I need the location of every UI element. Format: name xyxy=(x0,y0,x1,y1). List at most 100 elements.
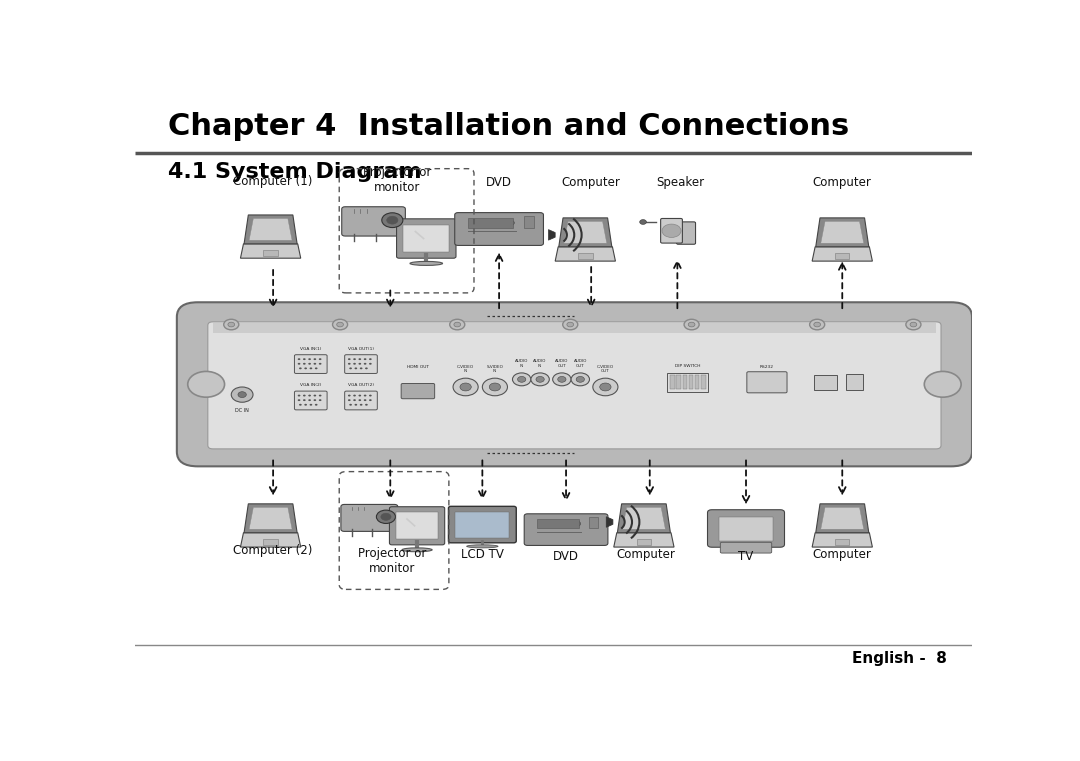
Circle shape xyxy=(348,358,351,360)
Circle shape xyxy=(369,358,372,360)
Circle shape xyxy=(573,521,581,527)
FancyBboxPatch shape xyxy=(524,514,608,546)
Bar xyxy=(683,375,687,390)
Text: DIP SWITCH: DIP SWITCH xyxy=(675,365,700,368)
Circle shape xyxy=(910,322,917,327)
Circle shape xyxy=(360,404,363,406)
Circle shape xyxy=(319,400,322,401)
Circle shape xyxy=(517,377,526,382)
Circle shape xyxy=(460,383,471,391)
Bar xyxy=(689,375,693,390)
Polygon shape xyxy=(244,215,297,244)
Text: English -  8: English - 8 xyxy=(852,651,947,666)
Circle shape xyxy=(359,395,361,396)
Circle shape xyxy=(369,400,372,401)
Circle shape xyxy=(483,378,508,396)
Circle shape xyxy=(303,363,306,365)
Circle shape xyxy=(188,371,225,397)
Text: VGA IN(1): VGA IN(1) xyxy=(300,346,322,351)
Circle shape xyxy=(688,322,694,327)
Bar xyxy=(396,512,438,540)
Circle shape xyxy=(313,395,316,396)
Circle shape xyxy=(364,363,366,365)
Circle shape xyxy=(662,224,681,237)
Circle shape xyxy=(360,368,363,369)
Polygon shape xyxy=(555,247,616,261)
Bar xyxy=(847,374,863,390)
Circle shape xyxy=(924,371,961,397)
Circle shape xyxy=(364,400,366,401)
FancyBboxPatch shape xyxy=(676,222,696,244)
Circle shape xyxy=(308,395,311,396)
Circle shape xyxy=(552,521,559,527)
Text: DC IN: DC IN xyxy=(235,407,249,412)
Circle shape xyxy=(319,358,322,360)
Circle shape xyxy=(359,400,361,401)
Circle shape xyxy=(364,358,366,360)
Circle shape xyxy=(305,404,307,406)
Circle shape xyxy=(365,368,368,369)
Circle shape xyxy=(365,404,368,406)
Bar xyxy=(264,250,278,256)
Polygon shape xyxy=(821,508,864,529)
Circle shape xyxy=(299,368,301,369)
FancyBboxPatch shape xyxy=(295,355,327,374)
Polygon shape xyxy=(812,247,873,261)
Polygon shape xyxy=(558,218,612,247)
Circle shape xyxy=(810,320,825,330)
Circle shape xyxy=(507,220,514,225)
Circle shape xyxy=(337,322,343,327)
Circle shape xyxy=(359,363,361,365)
Text: Computer (2): Computer (2) xyxy=(233,543,313,557)
Circle shape xyxy=(381,513,391,521)
Circle shape xyxy=(349,404,352,406)
Text: Projector or
monitor: Projector or monitor xyxy=(363,167,431,194)
Bar xyxy=(814,374,837,390)
Circle shape xyxy=(315,404,318,406)
Circle shape xyxy=(224,320,239,330)
Text: AUDIO
OUT: AUDIO OUT xyxy=(573,359,586,368)
Circle shape xyxy=(571,373,590,386)
Circle shape xyxy=(319,395,322,396)
Bar xyxy=(676,375,680,390)
Circle shape xyxy=(513,373,531,386)
Circle shape xyxy=(348,395,351,396)
Text: VGA OUT(1): VGA OUT(1) xyxy=(348,346,374,351)
Circle shape xyxy=(231,387,253,403)
Circle shape xyxy=(303,400,306,401)
Polygon shape xyxy=(249,218,292,240)
FancyBboxPatch shape xyxy=(295,391,327,410)
Circle shape xyxy=(472,220,480,225)
Circle shape xyxy=(349,368,352,369)
Bar xyxy=(671,375,675,390)
Circle shape xyxy=(308,358,311,360)
Circle shape xyxy=(531,373,550,386)
Text: AUDIO
IN: AUDIO IN xyxy=(534,359,546,368)
Text: S-VIDEO
IN: S-VIDEO IN xyxy=(486,365,503,373)
Circle shape xyxy=(639,220,647,224)
Circle shape xyxy=(484,220,491,225)
Polygon shape xyxy=(244,504,297,533)
Text: Computer: Computer xyxy=(616,549,675,562)
Text: Chapter 4  Installation and Connections: Chapter 4 Installation and Connections xyxy=(168,112,850,141)
FancyBboxPatch shape xyxy=(707,510,784,547)
Text: AUDIO
OUT: AUDIO OUT xyxy=(555,359,568,368)
Bar xyxy=(524,216,534,228)
Bar xyxy=(537,519,579,528)
Text: Computer: Computer xyxy=(813,176,872,189)
Circle shape xyxy=(313,358,316,360)
Bar xyxy=(835,539,850,545)
Ellipse shape xyxy=(402,548,432,552)
Circle shape xyxy=(353,395,356,396)
Text: 4.1 System Diagram: 4.1 System Diagram xyxy=(168,161,422,182)
Circle shape xyxy=(563,521,570,527)
Circle shape xyxy=(353,400,356,401)
Polygon shape xyxy=(815,504,868,533)
Polygon shape xyxy=(241,244,300,258)
Ellipse shape xyxy=(467,545,498,548)
FancyBboxPatch shape xyxy=(207,322,941,449)
Circle shape xyxy=(453,378,478,396)
Circle shape xyxy=(814,322,821,327)
Text: Computer: Computer xyxy=(562,176,621,189)
Polygon shape xyxy=(622,508,665,529)
